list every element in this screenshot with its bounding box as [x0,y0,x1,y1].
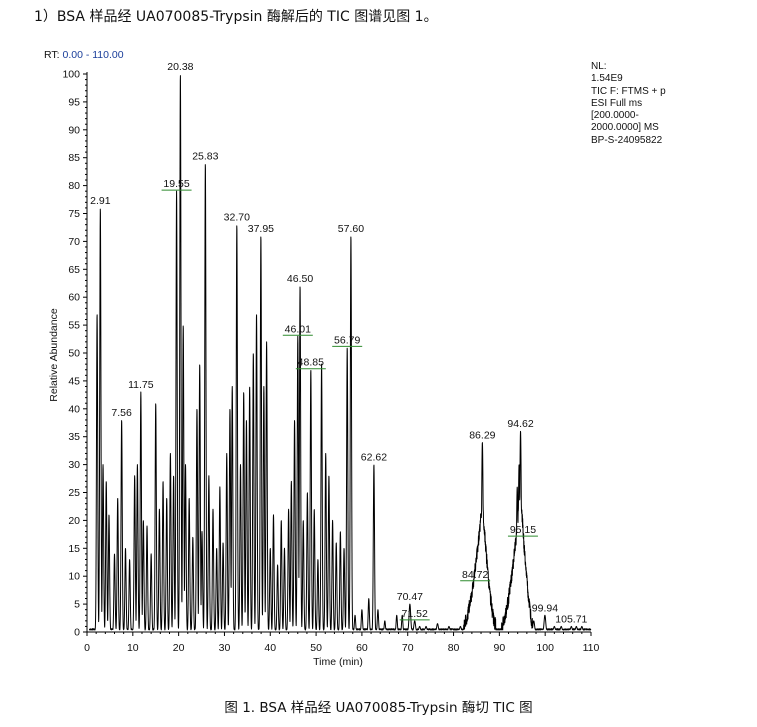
y-tick-label: 55 [68,320,80,332]
chromatogram-trace-group [88,75,592,631]
y-tick-label: 5 [74,599,80,611]
acquisition-info-block: NL: 1.54E9 TIC F: FTMS + p ESI Full ms [… [591,61,666,147]
peak-label: 62.62 [361,452,387,464]
y-axis-label: Relative Abundance [48,308,60,402]
peak-label: 2.91 [90,195,111,207]
info-line: 1.54E9 [591,73,623,85]
y-tick-label: 65 [68,264,80,276]
x-tick-label: 10 [127,642,139,654]
peak-label: 46.50 [287,273,313,285]
y-tick-label: 50 [68,348,80,360]
x-tick-label: 30 [219,642,231,654]
peak-label: 84.72 [462,569,488,581]
peak-label: 56.79 [334,334,360,346]
figure-caption: 图 1. BSA 样品经 UA070085-Trypsin 酶切 TIC 图 [224,700,533,716]
x-tick-label: 110 [583,642,600,654]
peak-label: 25.83 [192,150,218,162]
x-tick-label: 60 [356,642,368,654]
peak-label: 37.95 [248,223,274,235]
peak-label: 99.94 [532,602,558,614]
peak-label: 95.15 [510,524,536,536]
peak-label: 70.47 [397,591,423,603]
y-tick-label: 45 [68,375,80,387]
info-line: BP-S-24095822 [591,134,663,146]
y-tick-label: 85 [68,152,80,164]
peak-label: 46.01 [285,323,311,335]
peak-label: 7.56 [111,407,132,419]
x-tick-label: 90 [494,642,506,654]
tic-chromatogram: 0 5 10 15 20 25 30 35 40 45 50 55 60 65 70 75 80 85 90 95 10… [48,61,600,668]
x-tick-label: 70 [402,642,414,654]
info-line: TIC F: FTMS + p [591,85,666,97]
y-tick-label: 10 [68,571,80,583]
x-axis-label: Time (min) [313,656,363,668]
peak-label: 94.62 [507,418,533,430]
y-tick-label: 25 [68,487,80,499]
peak-label: 11.75 [128,379,154,391]
peak-label: 20.38 [167,61,193,73]
rt-range-value: 0.00 - 110.00 [62,49,124,61]
y-tick-label: 95 [68,96,80,108]
peak-label: 48.85 [298,357,324,369]
y-tick-label: 35 [68,431,80,443]
rt-range-label: RT: 0.00 - 110.00 [44,49,124,61]
y-tick-label: 80 [68,180,80,192]
y-tick-label: 90 [68,124,80,136]
peak-label: 105.71 [555,613,587,625]
peak-label: 19.55 [163,178,189,190]
x-tick-label: 100 [536,642,554,654]
x-tick-label: 20 [173,642,185,654]
x-tick-label: 80 [448,642,460,654]
rt-range-prefix: RT: [44,49,60,61]
x-tick-label: 50 [310,642,322,654]
y-tick-label: 40 [68,403,80,415]
y-tick-label: 60 [68,292,80,304]
x-tick-label: 40 [264,642,276,654]
info-line: ESI Full ms [591,97,643,109]
y-tick-label: 0 [74,627,80,639]
x-tick-label: 0 [84,642,90,654]
peak-label: 71.52 [402,608,428,620]
info-line: 2000.0000] MS [591,122,659,134]
info-line: [200.0000- [591,110,639,122]
y-tick-label: 30 [68,459,80,471]
peak-label: 86.29 [469,429,495,441]
peak-label: 57.60 [338,223,364,235]
y-tick-label: 15 [68,543,80,555]
info-line: NL: [591,61,607,72]
y-tick-label: 70 [68,236,80,248]
y-tick-label: 20 [68,515,80,527]
y-tick-label: 100 [62,69,80,81]
chromatogram-trace [88,75,592,631]
chart-axes: 0 5 10 15 20 25 30 35 40 45 50 55 60 65 70 75 80 85 90 95 10… [62,69,599,655]
document-heading: 1）BSA 样品经 UA070085-Trypsin 酶解后的 TIC 图谱见图… [34,9,438,25]
peak-label: 32.70 [224,212,250,224]
y-tick-label: 75 [68,208,80,220]
